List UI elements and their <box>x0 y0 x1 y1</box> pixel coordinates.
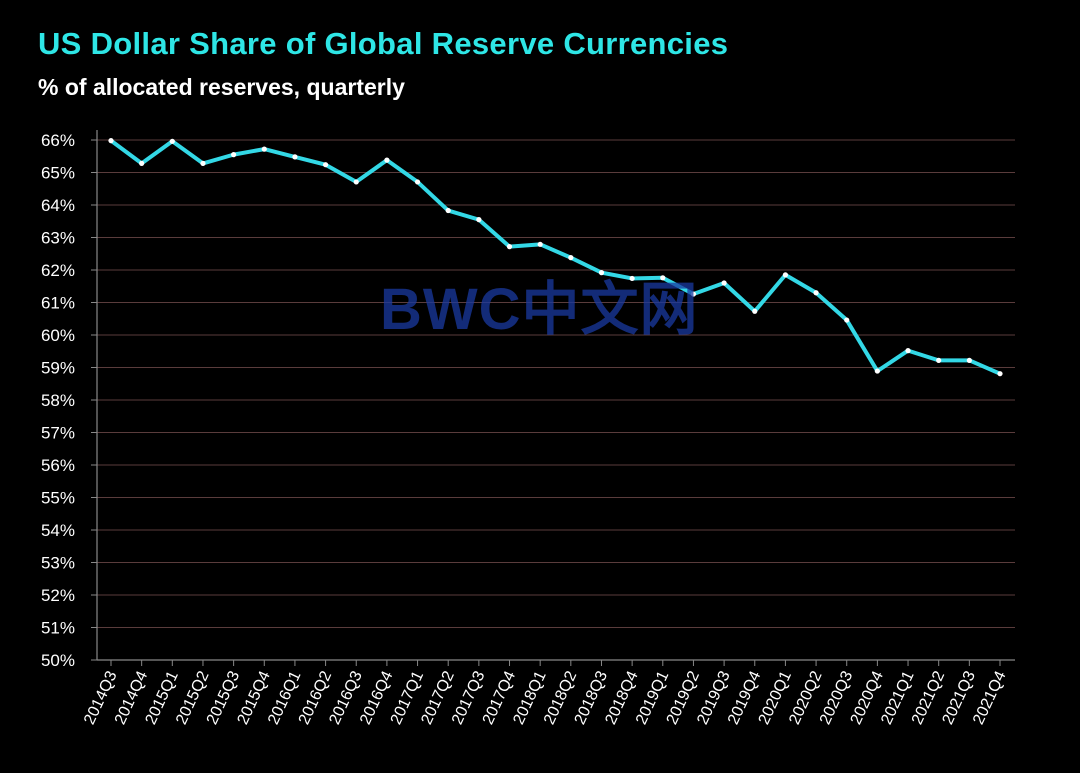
data-point <box>200 160 206 166</box>
axes <box>91 130 1015 666</box>
y-tick-label: 59% <box>41 359 75 378</box>
data-point <box>752 308 758 314</box>
y-tick-label: 66% <box>41 131 75 150</box>
y-tick-label: 50% <box>41 651 75 670</box>
data-point <box>169 138 175 144</box>
y-tick-label: 65% <box>41 164 75 183</box>
data-point <box>874 368 880 374</box>
y-tick-label: 62% <box>41 261 75 280</box>
data-point <box>629 275 635 282</box>
data-point <box>782 272 789 278</box>
data-point <box>139 160 145 166</box>
gridlines <box>97 139 1015 628</box>
data-point <box>721 280 727 286</box>
data-point <box>936 357 942 363</box>
y-tick-label: 53% <box>41 554 75 573</box>
watermark: BWC中文网 <box>380 277 699 342</box>
data-point <box>997 371 1003 377</box>
chart-title: US Dollar Share of Global Reserve Curren… <box>38 26 729 61</box>
series <box>108 138 1003 377</box>
x-tick-labels: 2014Q32014Q42015Q12015Q22015Q32015Q42016… <box>81 668 1010 727</box>
data-point <box>322 162 329 168</box>
series-line <box>109 138 1002 376</box>
data-point <box>537 241 543 247</box>
data-point <box>690 291 697 297</box>
y-tick-label: 64% <box>41 196 75 215</box>
data-point <box>261 146 267 152</box>
data-point <box>445 207 451 214</box>
y-tick-labels: 50% 51% 52% 53% 54% 55% 56% 57% 58% 59% 60% 61% 62% 6… <box>41 131 75 670</box>
data-point <box>813 290 819 296</box>
data-point <box>568 255 574 261</box>
y-tick-label: 63% <box>41 229 75 248</box>
data-point <box>414 179 421 185</box>
y-tick-label: 54% <box>41 521 75 540</box>
y-tick-label: 60% <box>41 326 75 345</box>
y-tick-label: 58% <box>41 391 75 410</box>
data-point <box>231 152 237 158</box>
data-point <box>844 317 850 323</box>
data-point <box>353 179 359 185</box>
data-point <box>966 357 972 363</box>
y-tick-label: 57% <box>41 424 75 443</box>
data-point <box>660 275 666 281</box>
y-tick-label: 56% <box>41 456 75 475</box>
data-point <box>384 157 390 163</box>
y-tick-label: 52% <box>41 586 75 605</box>
data-point <box>506 244 513 250</box>
data-point <box>108 138 114 144</box>
data-point <box>905 348 911 354</box>
data-point <box>292 154 298 160</box>
y-tick-label: 51% <box>41 619 75 638</box>
y-tick-label: 55% <box>41 489 75 508</box>
data-point <box>598 270 605 276</box>
y-tick-label: 61% <box>41 294 75 313</box>
chart-subtitle: % of allocated reserves, quarterly <box>38 74 405 100</box>
data-point <box>476 217 482 223</box>
